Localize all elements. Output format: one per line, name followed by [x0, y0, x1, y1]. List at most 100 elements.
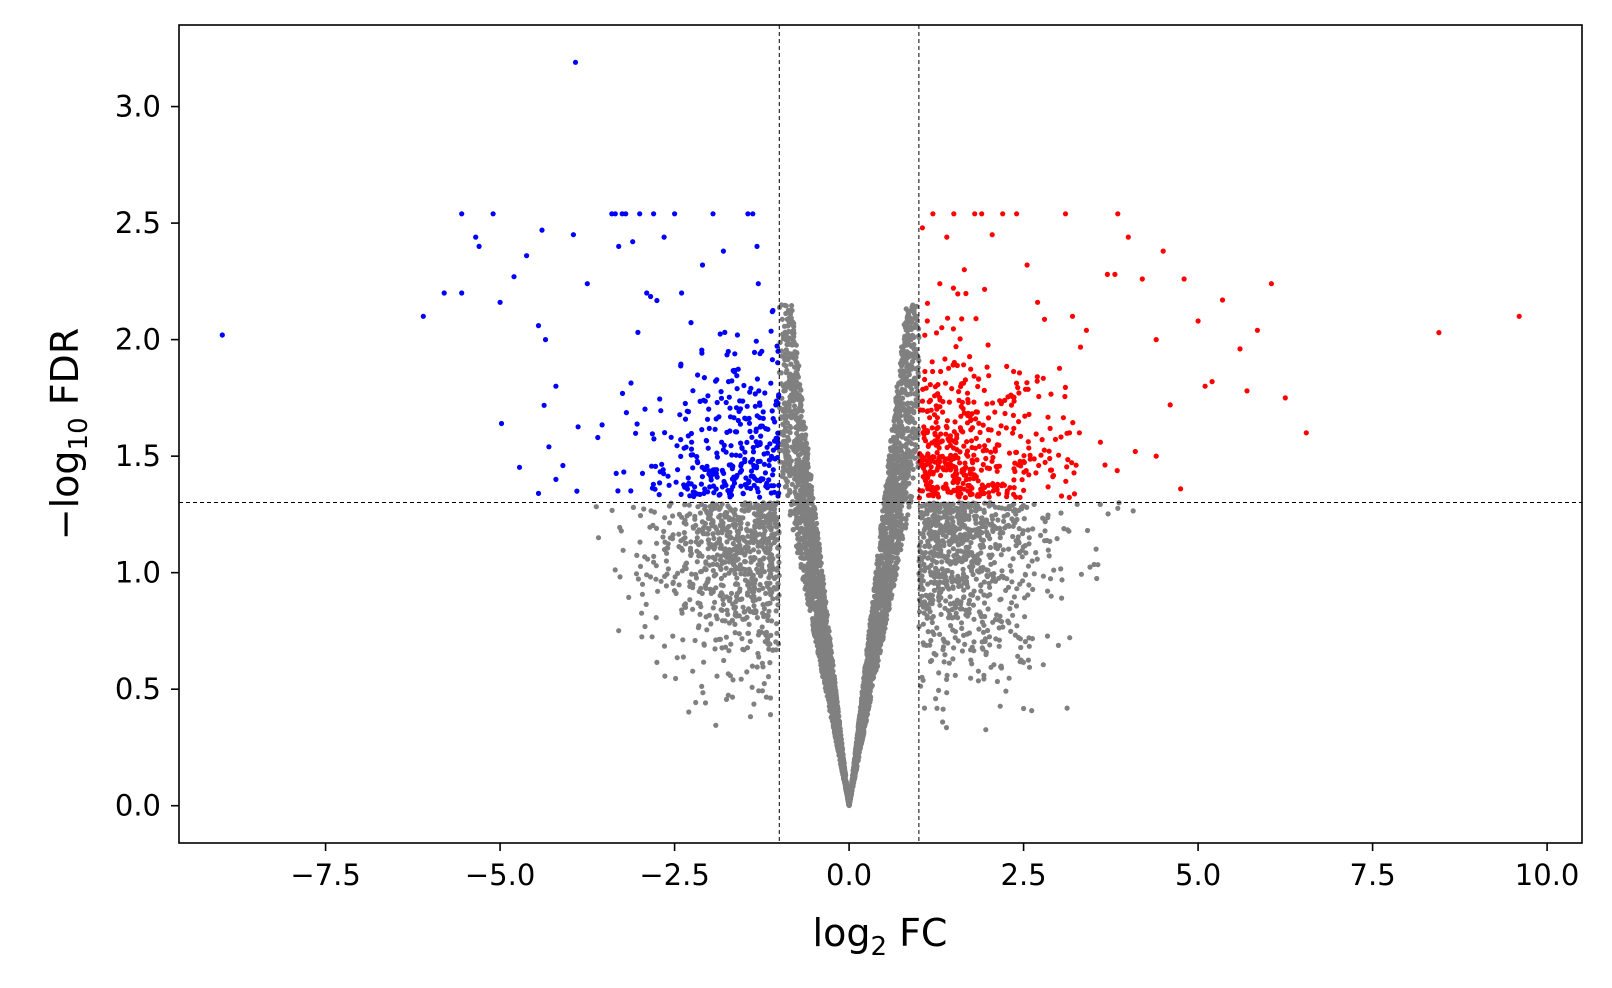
data-point [987, 584, 993, 590]
data-point [878, 642, 884, 648]
data-point [860, 690, 866, 696]
data-point [767, 695, 774, 701]
data-point [907, 391, 914, 397]
data-point [875, 585, 882, 591]
data-point [936, 687, 942, 694]
data-point [908, 324, 914, 330]
data-point [754, 664, 760, 670]
data-point [782, 450, 788, 456]
data-point [670, 580, 676, 587]
data-point [908, 379, 915, 386]
data-point [787, 396, 794, 402]
data-point [803, 554, 809, 560]
data-point [911, 402, 917, 408]
data-point [928, 637, 934, 644]
data-point [892, 441, 898, 447]
data-point [707, 511, 714, 517]
data-point [781, 354, 788, 360]
data-point [874, 613, 880, 620]
data-point [707, 562, 713, 568]
data-point [918, 539, 924, 545]
data-point [803, 450, 809, 456]
data-point [792, 511, 798, 517]
data-point [907, 337, 913, 343]
data-point [873, 667, 879, 673]
data-point [947, 594, 953, 600]
data-point [819, 669, 826, 676]
data-point [795, 550, 801, 556]
data-point [878, 529, 884, 535]
data-point [809, 586, 816, 592]
data-point [868, 624, 874, 630]
data-point [875, 590, 881, 597]
data-point [893, 462, 899, 468]
data-point [811, 564, 817, 570]
data-point [680, 654, 687, 660]
data-point [902, 468, 908, 474]
data-point [799, 441, 805, 447]
data-point [746, 621, 752, 628]
data-point [878, 541, 884, 548]
data-points [219, 59, 1522, 809]
data-point [820, 609, 826, 615]
data-point [880, 533, 886, 540]
data-point [653, 576, 659, 582]
data-point [882, 619, 888, 625]
data-point [642, 623, 648, 630]
data-point [915, 426, 922, 432]
data-point [654, 659, 660, 666]
data-point [975, 595, 981, 601]
data-point [988, 561, 994, 567]
data-point [875, 566, 881, 572]
data-point [744, 645, 751, 651]
data-point [1020, 544, 1026, 550]
data-point [894, 541, 900, 547]
data-point [796, 405, 803, 411]
data-point [722, 618, 728, 624]
data-point [690, 668, 696, 674]
data-point [899, 423, 905, 429]
data-point [1025, 563, 1032, 569]
data-point [802, 433, 808, 439]
data-point [783, 438, 790, 445]
data-point [896, 417, 902, 423]
data-point [880, 521, 886, 527]
data-point [997, 535, 1003, 541]
data-point [945, 608, 952, 614]
data-point [720, 596, 726, 603]
data-point [864, 699, 870, 705]
data-point [789, 481, 795, 487]
data-point [788, 361, 794, 367]
data-point [911, 305, 918, 311]
data-point [765, 674, 772, 680]
data-point [895, 557, 901, 563]
data-point [798, 387, 804, 393]
data-point [794, 414, 800, 421]
data-point [874, 635, 880, 641]
data-point [896, 440, 902, 446]
data-point [761, 606, 768, 612]
data-point [814, 520, 820, 527]
data-point [916, 358, 922, 364]
data-point [904, 475, 910, 481]
data-point [865, 656, 871, 663]
data-point [900, 489, 906, 495]
data-point [716, 506, 722, 512]
data-point [676, 582, 682, 588]
data-point [735, 530, 742, 536]
data-point [760, 539, 767, 545]
data-point [962, 641, 968, 648]
data-point [891, 454, 897, 460]
data-point [901, 336, 908, 342]
data-point [759, 688, 766, 694]
data-point [1046, 553, 1052, 559]
data-point [955, 554, 961, 560]
data-point [884, 526, 890, 532]
data-point [788, 415, 795, 421]
data-point [900, 475, 906, 481]
data-point [794, 409, 800, 415]
data-point [820, 618, 826, 624]
data-point [653, 525, 660, 532]
data-point [825, 688, 831, 694]
data-point [943, 725, 950, 731]
